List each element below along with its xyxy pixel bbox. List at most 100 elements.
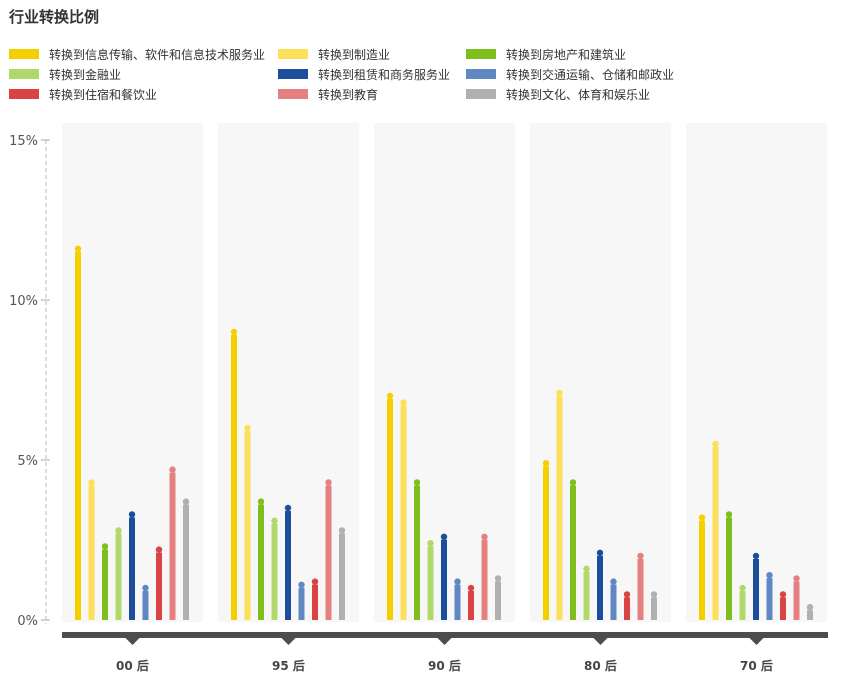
bar-cap-dot	[739, 584, 746, 592]
legend-item[interactable]: 转换到制造业	[278, 46, 390, 62]
bar[interactable]	[387, 399, 393, 620]
legend-swatch	[278, 69, 308, 79]
legend-item[interactable]: 转换到租赁和商务服务业	[278, 66, 450, 82]
legend-item[interactable]: 转换到金融业	[9, 66, 121, 82]
bar[interactable]	[610, 584, 617, 620]
legend-item[interactable]: 转换到信息传输、软件和信息技术服务业	[9, 46, 265, 62]
bar-cap-dot	[88, 479, 95, 486]
legend-swatch	[9, 89, 39, 99]
bar[interactable]	[624, 597, 630, 620]
legend-item[interactable]: 转换到房地产和建筑业	[466, 46, 626, 62]
bar[interactable]	[441, 539, 447, 620]
bar[interactable]	[325, 485, 332, 620]
bar[interactable]	[231, 335, 237, 620]
bar[interactable]	[495, 581, 501, 620]
bar[interactable]	[183, 504, 189, 620]
legend-swatch	[278, 49, 308, 59]
bar[interactable]	[339, 533, 345, 620]
bar[interactable]	[454, 584, 461, 620]
bar-cap-dot	[610, 578, 617, 585]
bar[interactable]	[298, 587, 305, 620]
bar-cap-dot	[752, 552, 760, 560]
bar[interactable]	[102, 549, 108, 620]
bar[interactable]	[142, 591, 149, 620]
y-tick-label: 15%	[9, 134, 38, 149]
bar[interactable]	[271, 523, 278, 620]
legend-label: 转换到信息传输、软件和信息技术服务业	[49, 47, 266, 62]
bar[interactable]	[753, 559, 759, 620]
legend-item[interactable]: 转换到文化、体育和娱乐业	[466, 86, 650, 102]
legend-item[interactable]: 转换到教育	[278, 86, 378, 102]
legend-label: 转换到房地产和建筑业	[506, 47, 627, 62]
bar[interactable]	[244, 431, 251, 620]
x-tick-label: 80 后	[584, 658, 617, 673]
legend-label: 转换到交通运输、仓储和邮政业	[506, 67, 675, 82]
bar[interactable]	[400, 405, 407, 620]
bar[interactable]	[637, 559, 644, 620]
bar[interactable]	[766, 578, 773, 620]
y-tick-label: 10%	[9, 294, 38, 309]
bar-cap-dot	[766, 572, 773, 579]
bar[interactable]	[699, 520, 705, 620]
bar[interactable]	[726, 517, 732, 620]
group-background-4	[686, 123, 827, 622]
bar[interactable]	[414, 485, 420, 620]
bar[interactable]	[739, 591, 746, 620]
bar[interactable]	[481, 539, 488, 620]
legend-swatch	[466, 69, 496, 79]
bar-cap-dot	[596, 549, 604, 556]
bar[interactable]	[807, 610, 813, 620]
bar[interactable]	[543, 466, 549, 620]
bar-cap-dot	[542, 460, 550, 467]
bar-cap-dot	[155, 546, 163, 553]
bar-cap-dot	[325, 479, 332, 486]
bar-cap-dot	[583, 565, 590, 572]
legend-item[interactable]: 转换到住宿和餐饮业	[9, 86, 157, 102]
bar-cap-dot	[271, 517, 278, 524]
bar[interactable]	[312, 584, 318, 620]
bar[interactable]	[75, 251, 81, 621]
bar[interactable]	[780, 597, 786, 620]
bar[interactable]	[556, 395, 563, 620]
legend-swatch	[9, 49, 39, 59]
bar-cap-dot	[338, 527, 346, 534]
bar-cap-dot	[413, 479, 421, 486]
bar-cap-dot	[650, 591, 658, 598]
bar-cap-dot	[440, 533, 448, 540]
legend-label: 转换到教育	[318, 87, 379, 102]
bar[interactable]	[651, 597, 657, 620]
bar-cap-dot	[400, 399, 407, 406]
bar[interactable]	[468, 591, 474, 620]
bar-cap-dot	[74, 245, 82, 252]
bar-cap-dot	[257, 498, 265, 505]
legend-swatch	[278, 89, 308, 99]
legend-label: 转换到文化、体育和娱乐业	[506, 87, 651, 102]
bar-cap-dot	[725, 511, 733, 518]
legend-swatch	[466, 89, 496, 99]
bar[interactable]	[427, 546, 434, 620]
legend-item[interactable]: 转换到交通运输、仓储和邮政业	[466, 66, 674, 82]
bar[interactable]	[129, 517, 135, 620]
bar-cap-dot	[142, 584, 149, 592]
legend-swatch	[9, 69, 39, 79]
bar[interactable]	[88, 485, 95, 620]
bar[interactable]	[793, 581, 800, 620]
bar-cap-dot	[284, 504, 292, 512]
legend-label: 转换到制造业	[318, 47, 391, 62]
bar-cap-dot	[386, 392, 394, 400]
bar[interactable]	[285, 511, 291, 620]
bar[interactable]	[570, 485, 576, 620]
bar[interactable]	[169, 472, 176, 620]
legend-label: 转换到金融业	[49, 67, 122, 82]
bar-cap-dot	[454, 578, 461, 585]
bar-cap-dot	[698, 514, 706, 521]
bar-cap-dot	[494, 575, 502, 582]
bar-cap-dot	[637, 552, 644, 560]
bar[interactable]	[258, 504, 264, 620]
bar[interactable]	[156, 552, 162, 620]
bar[interactable]	[712, 447, 719, 620]
bar[interactable]	[583, 571, 590, 620]
bar[interactable]	[597, 555, 603, 620]
x-tick-label: 00 后	[116, 658, 149, 673]
bar[interactable]	[115, 533, 122, 620]
